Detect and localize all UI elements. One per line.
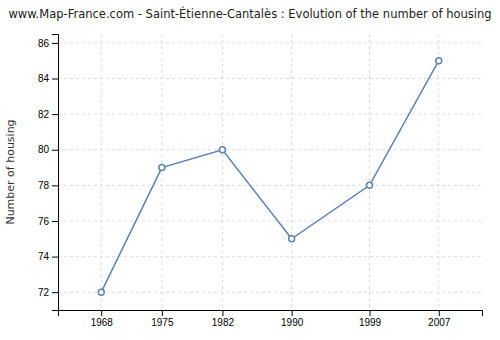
tick: 2007 [428,310,451,328]
tick-mark [52,114,58,115]
axis-line [59,311,483,317]
grid-line [291,34,292,310]
grid-line [438,34,439,310]
point [289,236,295,242]
grid-line [161,34,162,310]
tick: 86 [38,38,58,49]
line [101,61,438,292]
grid-line [58,149,482,150]
point [367,182,373,188]
tick-mark [101,310,102,316]
tick-mark [52,43,58,44]
grid-line [369,34,370,310]
grid-line [58,256,482,257]
tick-label: 72 [38,287,50,298]
tick-mark [52,185,58,186]
tick-mark [52,257,58,258]
tick: 1990 [281,310,304,328]
tick: 1975 [151,310,174,328]
tick-mark [52,221,58,222]
tick: 74 [38,251,58,262]
grid [58,34,482,310]
tick: 84 [38,73,58,84]
y-axis-title: Number of housing [4,119,17,224]
grid-line [58,185,482,186]
plot-area: 1968 1975 1982 1990 1999 2007 72 74 76 78 80 82 84 86 [38,34,483,328]
point [98,289,104,295]
tick-label: 76 [38,216,50,227]
point [436,58,442,64]
tick-mark [439,310,440,316]
tick: 72 [38,287,58,298]
point [219,147,225,153]
tick-mark [292,310,293,316]
tick: 78 [38,180,58,191]
tick: 1982 [212,310,235,328]
tick-label: 74 [38,251,50,262]
tick-label: 1990 [281,317,304,328]
tick-mark [370,310,371,316]
tick-mark [52,79,58,80]
title: www.Map-France.com - Saint-Étienne-Canta… [8,6,491,21]
x-axis: 1968 1975 1982 1990 1999 2007 [59,310,483,328]
tick: 82 [38,109,58,120]
grid-line [58,114,482,115]
tick-mark [222,310,223,316]
grid-line [58,220,482,221]
tick-mark [52,150,58,151]
tick-label: 84 [38,73,50,84]
tick: 80 [38,144,58,155]
tick-label: 1999 [359,317,382,328]
tick-label: 86 [38,38,50,49]
tick-label: 1982 [212,317,235,328]
point [159,165,165,171]
tick-label: 80 [38,144,50,155]
grid-line [58,42,482,43]
tick-label: 78 [38,180,50,191]
tick-label: 82 [38,109,50,120]
tick-label: 1975 [151,317,174,328]
tick-label: 2007 [428,317,451,328]
tick: 1999 [359,310,382,328]
chart: 1968 1975 1982 1990 1999 2007 72 74 76 78 80 82 84 86… [0,0,500,340]
tick: 1968 [91,310,114,328]
axis-line [52,35,59,311]
tick-mark [162,310,163,316]
grid-line [58,292,482,293]
grid-line [222,34,223,310]
grid-line [101,34,102,310]
series [98,58,441,295]
tick-mark [52,292,58,293]
y-axis: 72 74 76 78 80 82 84 86 [38,35,59,311]
tick-label: 1968 [91,317,114,328]
tick: 76 [38,216,58,227]
grid-line [58,78,482,79]
